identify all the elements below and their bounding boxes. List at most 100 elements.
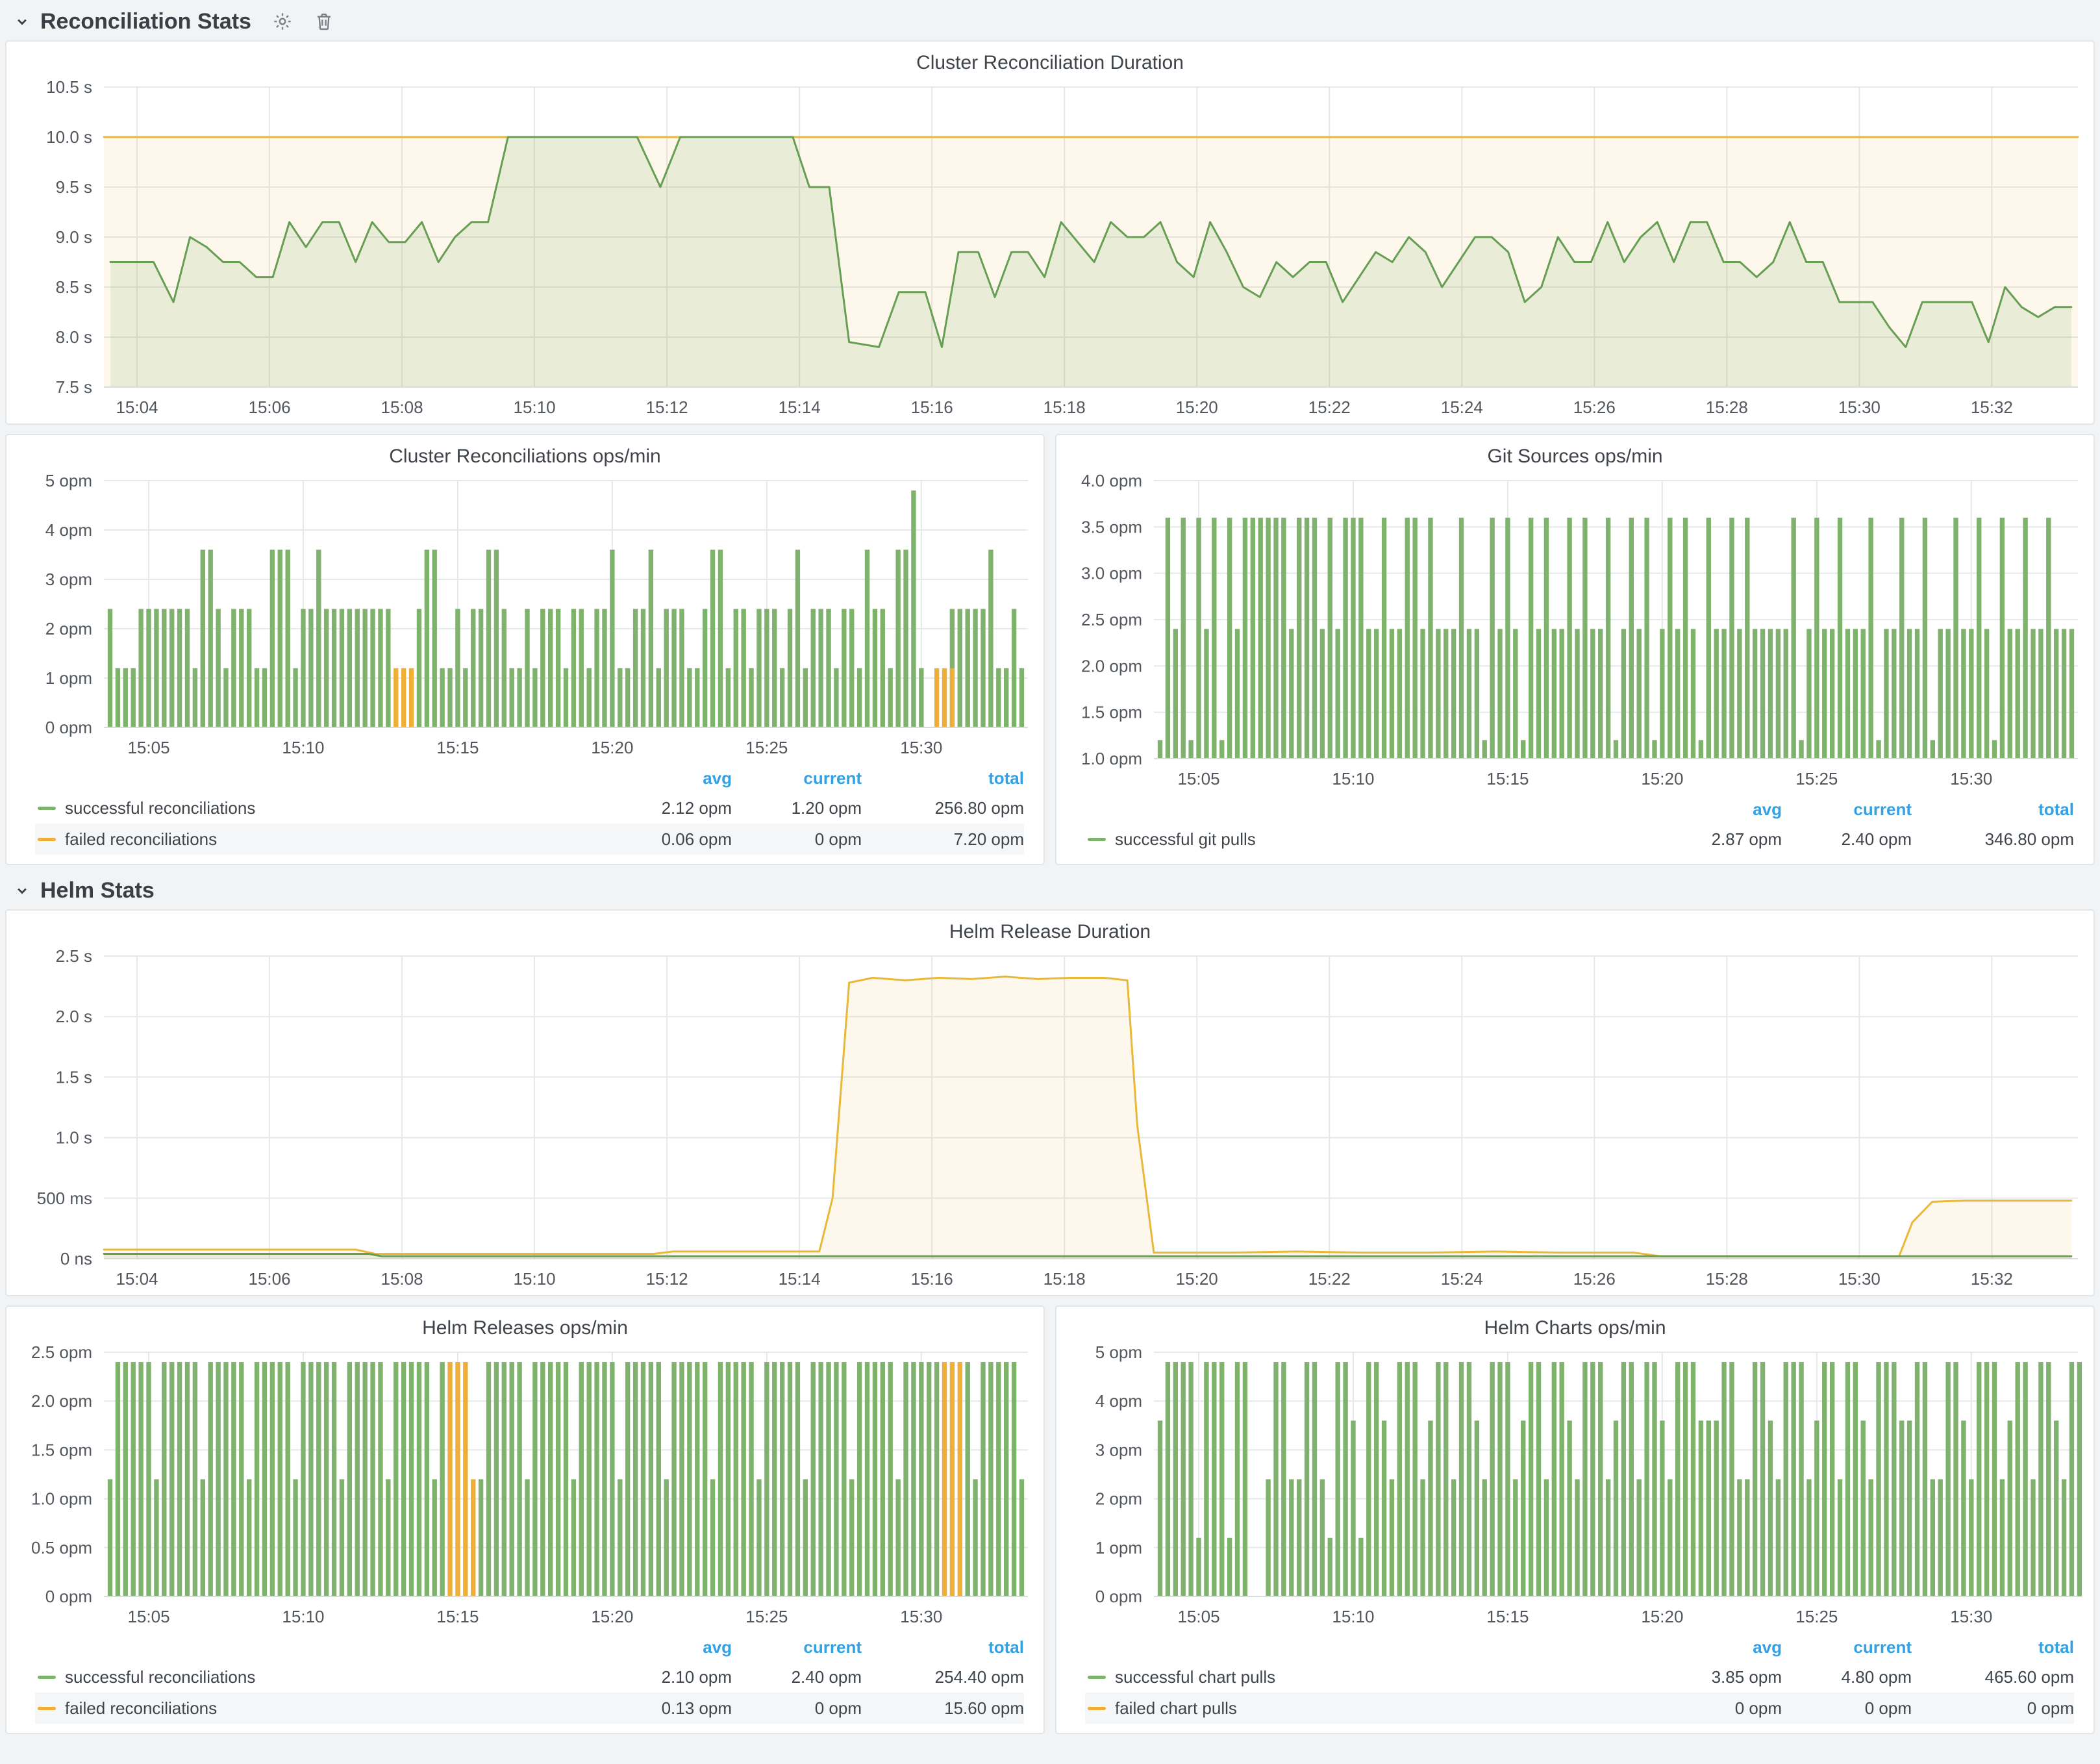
avg-value: 2.12 opm xyxy=(602,798,732,818)
series-label[interactable]: failed reconciliations xyxy=(65,1698,217,1719)
series-label[interactable]: failed reconciliations xyxy=(65,829,217,850)
legend-header-avg[interactable]: avg xyxy=(602,1637,732,1657)
current-value: 0 opm xyxy=(1782,1698,1912,1719)
avg-value: 2.87 opm xyxy=(1652,829,1782,850)
svg-text:15:10: 15:10 xyxy=(514,1269,556,1289)
svg-text:0.5 opm: 0.5 opm xyxy=(31,1538,92,1557)
svg-text:1.0 s: 1.0 s xyxy=(56,1128,92,1148)
legend-header-total[interactable]: total xyxy=(862,1637,1024,1657)
panel-title[interactable]: Git Sources ops/min xyxy=(1056,435,2094,470)
avg-value: 3.85 opm xyxy=(1652,1667,1782,1687)
svg-text:9.0 s: 9.0 s xyxy=(56,227,92,247)
avg-value: 0.13 opm xyxy=(602,1698,732,1719)
legend-header-total[interactable]: total xyxy=(1912,1637,2074,1657)
svg-text:1.5 opm: 1.5 opm xyxy=(31,1440,92,1459)
series-label[interactable]: failed chart pulls xyxy=(1115,1698,1237,1719)
svg-text:15:05: 15:05 xyxy=(1177,769,1219,788)
svg-text:8.5 s: 8.5 s xyxy=(56,277,92,297)
svg-text:15:32: 15:32 xyxy=(1971,1269,2013,1289)
svg-text:15:25: 15:25 xyxy=(745,1607,788,1626)
panel-title[interactable]: Helm Charts ops/min xyxy=(1056,1307,2094,1342)
section-header-helm-stats[interactable]: Helm Stats xyxy=(5,872,2095,909)
svg-text:15:30: 15:30 xyxy=(1838,1269,1881,1289)
trash-icon[interactable] xyxy=(314,11,334,32)
svg-text:0 ns: 0 ns xyxy=(60,1249,92,1268)
avg-value: 0 opm xyxy=(1652,1698,1782,1719)
panel-title[interactable]: Helm Releases ops/min xyxy=(6,1307,1044,1342)
legend-row-failed-reconciliations[interactable]: failed reconciliations 0.13 opm 0 opm 15… xyxy=(35,1693,1024,1724)
legend: avg current total successful chart pulls… xyxy=(1056,1633,2094,1733)
current-value: 1.20 opm xyxy=(732,798,862,818)
current-value: 4.80 opm xyxy=(1782,1667,1912,1687)
legend-row-successful-git-pulls[interactable]: successful git pulls 2.87 opm 2.40 opm 3… xyxy=(1085,824,2074,855)
svg-text:3.0 opm: 3.0 opm xyxy=(1081,564,1142,583)
section-header-reconciliation-stats[interactable]: Reconciliation Stats xyxy=(5,3,2095,40)
series-dash xyxy=(38,1707,56,1710)
legend-row-failed-chart-pulls[interactable]: failed chart pulls 0 opm 0 opm 0 opm xyxy=(1085,1693,2074,1724)
svg-text:2.5 opm: 2.5 opm xyxy=(31,1342,92,1362)
total-value: 0 opm xyxy=(1912,1698,2074,1719)
chevron-down-icon xyxy=(13,881,31,900)
svg-text:500 ms: 500 ms xyxy=(37,1189,92,1208)
svg-text:1.0 opm: 1.0 opm xyxy=(1081,749,1142,768)
cluster-reconciliations-chart: 15:0515:1015:1515:2015:2515:300 opm1 opm… xyxy=(6,470,1044,764)
current-value: 0 opm xyxy=(732,829,862,850)
svg-text:10.0 s: 10.0 s xyxy=(46,127,92,147)
series-dash xyxy=(1088,1707,1106,1710)
svg-text:3 opm: 3 opm xyxy=(1095,1440,1142,1459)
series-dash xyxy=(1088,838,1106,841)
legend-row-successful-reconciliations[interactable]: successful reconciliations 2.10 opm 2.40… xyxy=(35,1661,1024,1693)
panel-title[interactable]: Cluster Reconciliations ops/min xyxy=(6,435,1044,470)
legend-row-failed-reconciliations[interactable]: failed reconciliations 0.06 opm 0 opm 7.… xyxy=(35,824,1024,855)
current-value: 2.40 opm xyxy=(1782,829,1912,850)
svg-text:15:25: 15:25 xyxy=(1795,1607,1838,1626)
series-label[interactable]: successful git pulls xyxy=(1115,829,1256,850)
legend-header-total[interactable]: total xyxy=(862,768,1024,788)
svg-text:15:05: 15:05 xyxy=(127,1607,169,1626)
svg-text:15:20: 15:20 xyxy=(1641,769,1683,788)
svg-text:0 opm: 0 opm xyxy=(45,1587,92,1606)
panel-helm-charts-opm: Helm Charts ops/min 15:0515:1015:1515:20… xyxy=(1055,1305,2095,1734)
legend-row-successful-chart-pulls[interactable]: successful chart pulls 3.85 opm 4.80 opm… xyxy=(1085,1661,2074,1693)
section-title: Helm Stats xyxy=(40,878,155,903)
svg-text:3 opm: 3 opm xyxy=(45,570,92,589)
svg-text:15:16: 15:16 xyxy=(911,397,953,417)
svg-text:15:06: 15:06 xyxy=(248,397,290,417)
svg-text:15:10: 15:10 xyxy=(282,738,324,757)
svg-text:15:30: 15:30 xyxy=(900,1607,942,1626)
legend-header-current[interactable]: current xyxy=(732,1637,862,1657)
series-label[interactable]: successful reconciliations xyxy=(65,798,255,818)
legend-header-current[interactable]: current xyxy=(1782,800,1912,820)
svg-text:2.0 opm: 2.0 opm xyxy=(1081,656,1142,675)
panel-title[interactable]: Cluster Reconciliation Duration xyxy=(6,42,2094,77)
avg-value: 0.06 opm xyxy=(602,829,732,850)
total-value: 15.60 opm xyxy=(862,1698,1024,1719)
helm-release-duration-chart: 15:0415:0615:0815:1015:1215:1415:1615:18… xyxy=(6,946,2094,1295)
panel-title[interactable]: Helm Release Duration xyxy=(6,911,2094,946)
svg-text:5 opm: 5 opm xyxy=(45,471,92,490)
legend-header-avg[interactable]: avg xyxy=(1652,800,1782,820)
svg-text:15:20: 15:20 xyxy=(591,1607,633,1626)
total-value: 256.80 opm xyxy=(862,798,1024,818)
series-label[interactable]: successful chart pulls xyxy=(1115,1667,1275,1687)
svg-text:3.5 opm: 3.5 opm xyxy=(1081,517,1142,536)
svg-text:15:05: 15:05 xyxy=(1177,1607,1219,1626)
legend-header-current[interactable]: current xyxy=(1782,1637,1912,1657)
svg-text:15:10: 15:10 xyxy=(1332,1607,1374,1626)
legend-row-successful-reconciliations[interactable]: successful reconciliations 2.12 opm 1.20… xyxy=(35,792,1024,824)
helm-releases-chart: 15:0515:1015:1515:2015:2515:300 opm0.5 o… xyxy=(6,1342,1044,1633)
svg-text:15:30: 15:30 xyxy=(1838,397,1881,417)
series-label[interactable]: successful reconciliations xyxy=(65,1667,255,1687)
svg-text:15:05: 15:05 xyxy=(127,738,169,757)
legend-header-avg[interactable]: avg xyxy=(1652,1637,1782,1657)
svg-text:15:26: 15:26 xyxy=(1573,1269,1616,1289)
svg-text:15:20: 15:20 xyxy=(1176,1269,1218,1289)
legend-header-avg[interactable]: avg xyxy=(602,768,732,788)
svg-text:15:22: 15:22 xyxy=(1308,397,1351,417)
legend-header-current[interactable]: current xyxy=(732,768,862,788)
legend-header-total[interactable]: total xyxy=(1912,800,2074,820)
svg-text:15:10: 15:10 xyxy=(282,1607,324,1626)
svg-text:15:20: 15:20 xyxy=(591,738,633,757)
gear-icon[interactable] xyxy=(272,11,293,32)
svg-text:15:16: 15:16 xyxy=(911,1269,953,1289)
